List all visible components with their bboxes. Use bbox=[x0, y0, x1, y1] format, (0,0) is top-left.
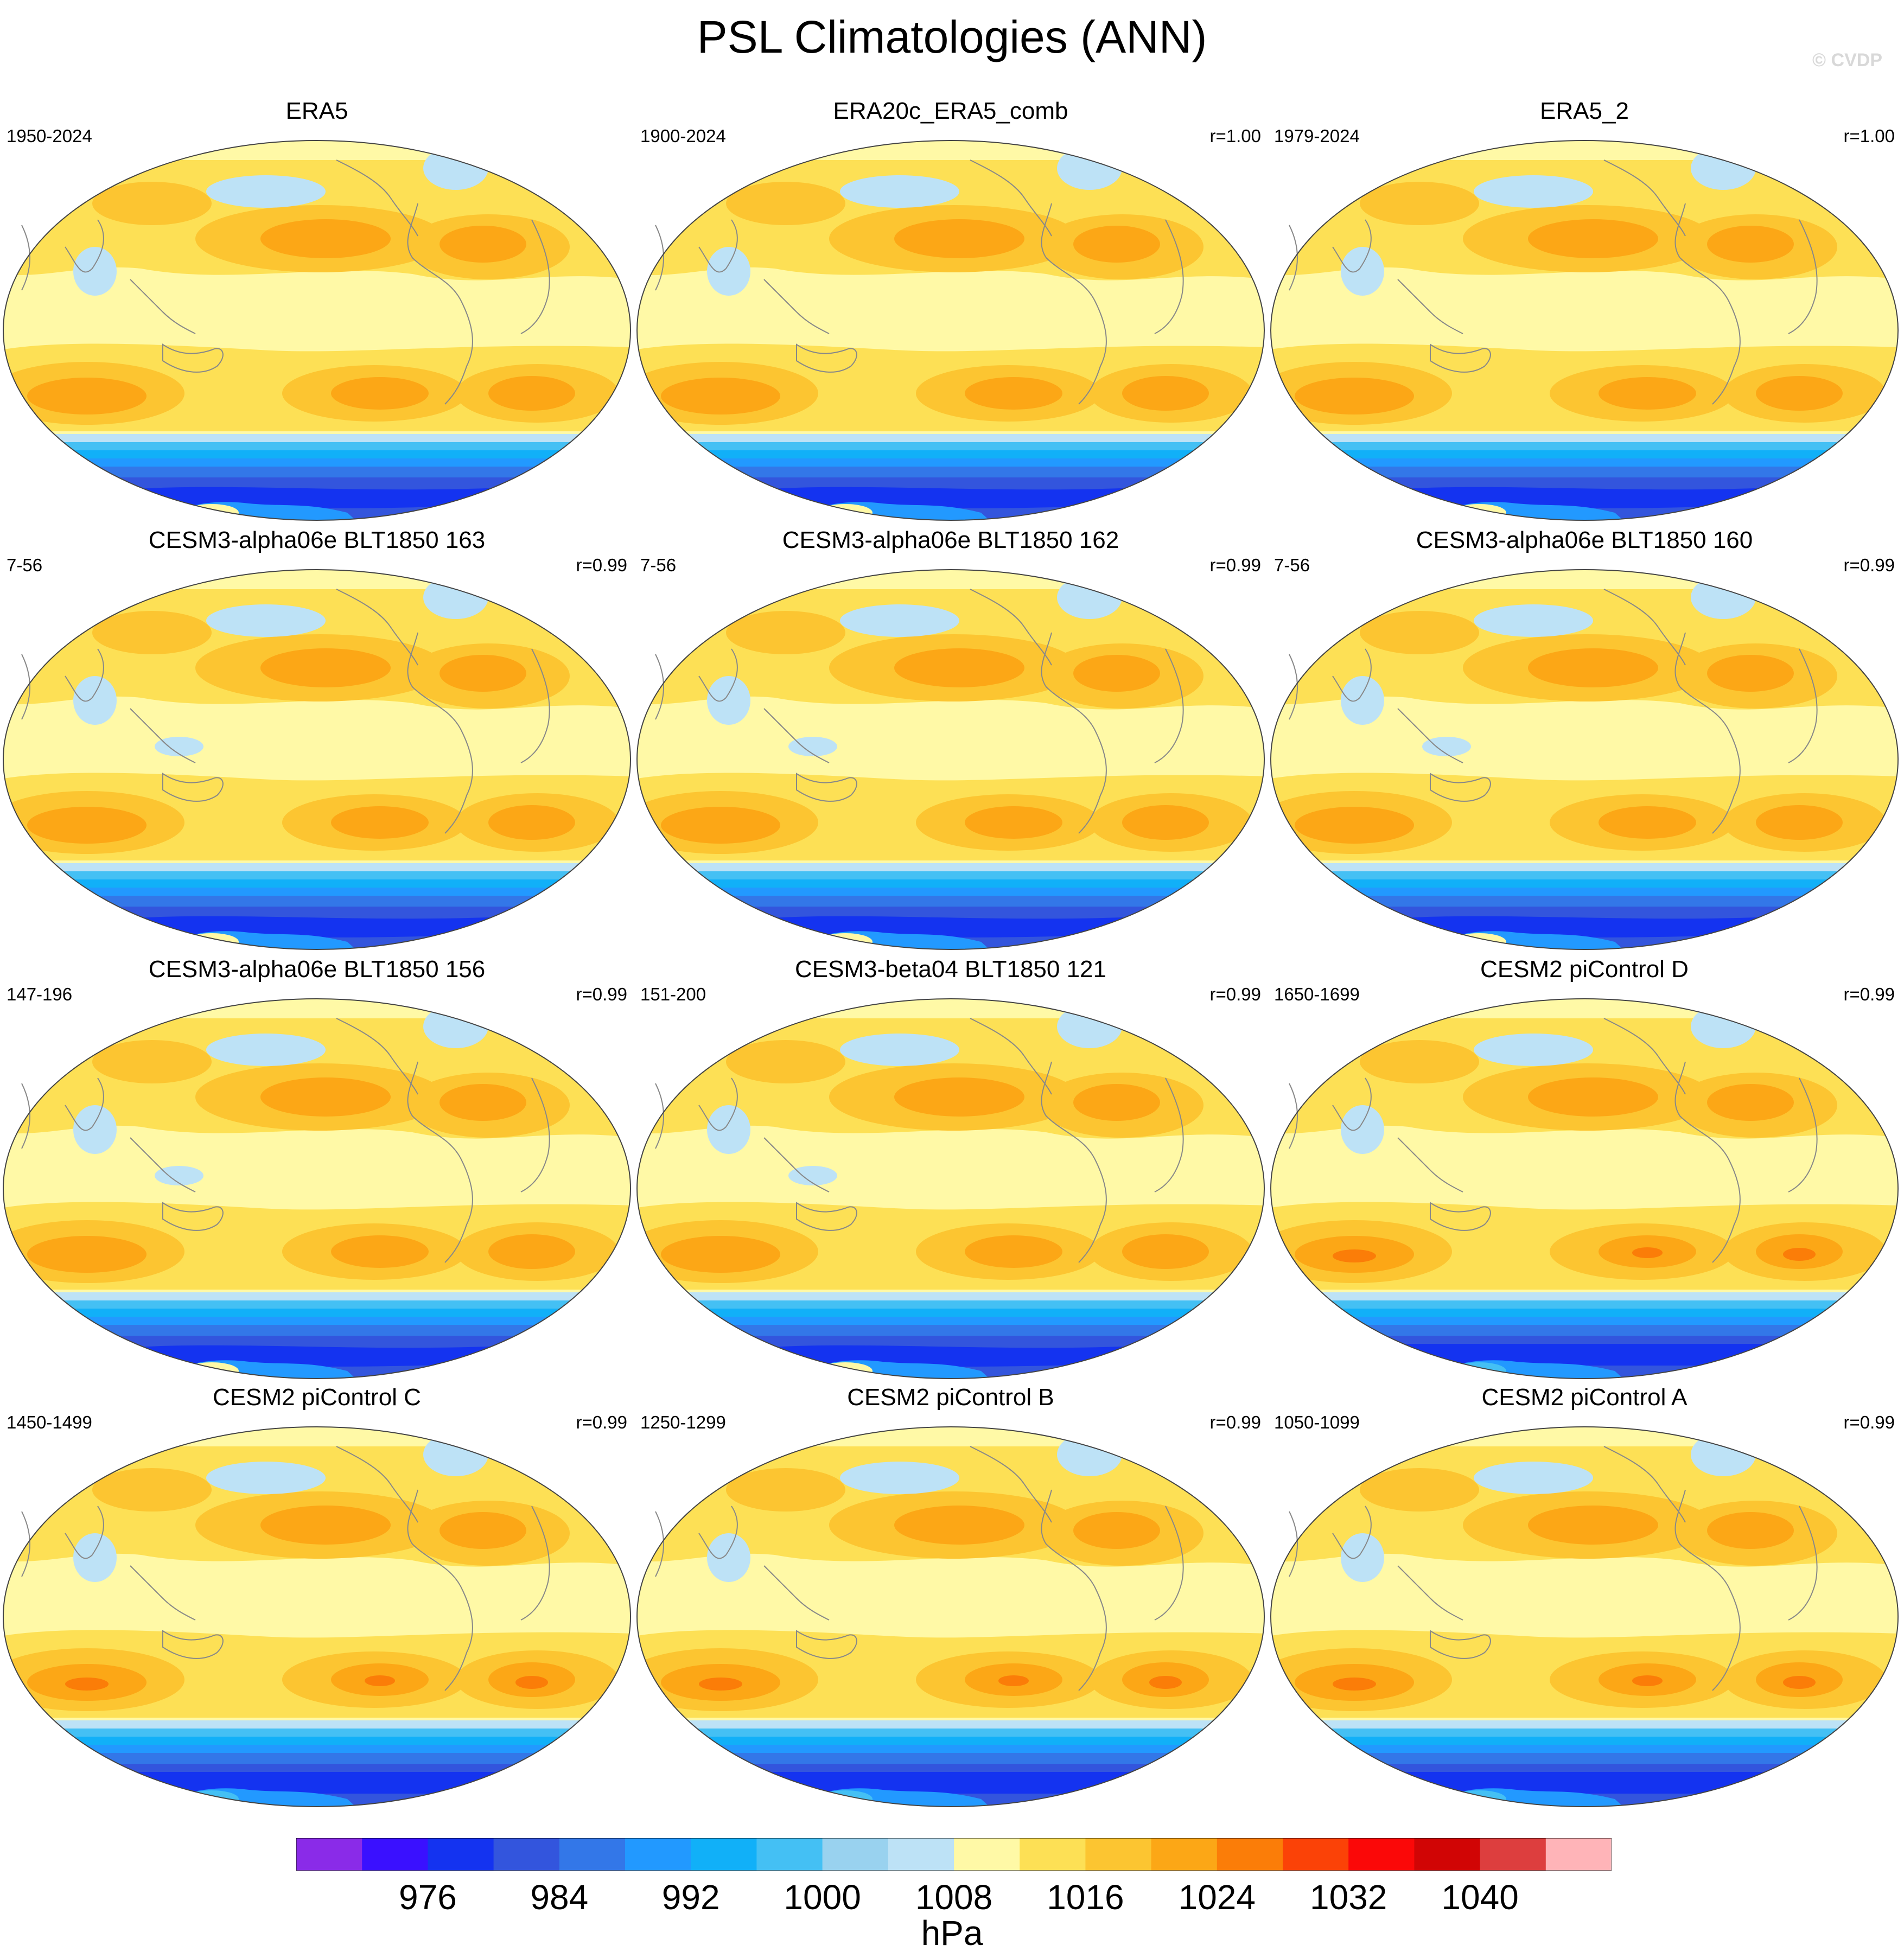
panel-period: 1250-1299 bbox=[640, 1412, 726, 1432]
colorbar-swatch bbox=[1217, 1838, 1283, 1871]
colorbar-swatch bbox=[691, 1838, 757, 1871]
colorbar-unit-label: hPa bbox=[921, 1914, 983, 1953]
panel-correlation: r=1.00 bbox=[1843, 126, 1895, 146]
colorbar-swatch bbox=[362, 1838, 428, 1871]
map-panel: CESM2 piControl B 1250-1299 r=0.99 bbox=[634, 1381, 1268, 1810]
colorbar-tick-label: 984 bbox=[530, 1878, 589, 1917]
panel-title: CESM3-alpha06e BLT1850 160 bbox=[1416, 527, 1753, 553]
panel-title: CESM3-beta04 BLT1850 121 bbox=[795, 956, 1106, 983]
colorbar-swatch bbox=[822, 1838, 889, 1871]
figure-title: PSL Climatologies (ANN) bbox=[697, 11, 1207, 62]
colorbar-swatch bbox=[1545, 1838, 1612, 1871]
panel-title: CESM3-alpha06e BLT1850 163 bbox=[148, 527, 486, 553]
colorbar-swatch bbox=[1283, 1838, 1349, 1871]
panel-period: 1450-1499 bbox=[7, 1412, 92, 1432]
panel-title: ERA5 bbox=[285, 98, 348, 124]
panel-period: 147-196 bbox=[7, 984, 73, 1004]
panel-correlation: r=0.99 bbox=[1209, 984, 1262, 1004]
colorbar-tick-label: 1016 bbox=[1047, 1878, 1124, 1917]
psl-map bbox=[636, 998, 1265, 1379]
panel-correlation: r=0.99 bbox=[1209, 555, 1262, 575]
colorbar-swatch bbox=[493, 1838, 560, 1871]
colorbar-swatch bbox=[559, 1838, 626, 1871]
panel-title: ERA5_2 bbox=[1540, 98, 1629, 124]
panel-title: CESM2 piControl B bbox=[847, 1384, 1054, 1411]
psl-map bbox=[1270, 140, 1899, 521]
colorbar-tick-label: 976 bbox=[399, 1878, 457, 1917]
colorbar-swatch bbox=[756, 1838, 823, 1871]
panel-correlation: r=0.99 bbox=[576, 984, 628, 1004]
psl-map bbox=[1270, 569, 1899, 950]
colorbar-tick-label: 1024 bbox=[1178, 1878, 1256, 1917]
map-panel: CESM3-alpha06e BLT1850 156 147-196 r=0.99 bbox=[0, 953, 634, 1382]
psl-map bbox=[1270, 1426, 1899, 1807]
panel-title: ERA20c_ERA5_comb bbox=[833, 98, 1068, 124]
colorbar-swatch bbox=[1348, 1838, 1415, 1871]
psl-map bbox=[3, 569, 631, 950]
colorbar-swatch bbox=[954, 1838, 1020, 1871]
psl-map bbox=[3, 998, 631, 1379]
map-panel: CESM2 piControl A 1050-1099 r=0.99 bbox=[1268, 1381, 1901, 1810]
colorbar-swatch bbox=[1085, 1838, 1152, 1871]
map-panel: ERA5_2 1979-2024 r=1.00 bbox=[1268, 95, 1901, 524]
colorbar bbox=[296, 1838, 1612, 1871]
panel-period: 1900-2024 bbox=[640, 126, 726, 146]
colorbar-tick-label: 992 bbox=[661, 1878, 720, 1917]
panel-title: CESM3-alpha06e BLT1850 156 bbox=[148, 956, 486, 983]
panel-period: 1979-2024 bbox=[1274, 126, 1360, 146]
colorbar-swatch bbox=[1151, 1838, 1218, 1871]
panel-correlation: r=0.99 bbox=[1843, 1412, 1895, 1432]
map-panel: CESM3-alpha06e BLT1850 160 7-56 r=0.99 bbox=[1268, 524, 1901, 953]
panel-correlation: r=0.99 bbox=[1843, 984, 1895, 1004]
panel-correlation: r=0.99 bbox=[576, 1412, 628, 1432]
panel-period: 1950-2024 bbox=[7, 126, 92, 146]
panel-period: 7-56 bbox=[640, 555, 677, 575]
colorbar-swatch bbox=[1020, 1838, 1086, 1871]
colorbar-swatch bbox=[428, 1838, 494, 1871]
panel-period: 151-200 bbox=[640, 984, 706, 1004]
panel-period: 1650-1699 bbox=[1274, 984, 1360, 1004]
map-panel: CESM2 piControl D 1650-1699 r=0.99 bbox=[1268, 953, 1901, 1382]
psl-map bbox=[636, 140, 1265, 521]
psl-map bbox=[636, 1426, 1265, 1807]
panel-correlation: r=0.99 bbox=[1209, 1412, 1262, 1432]
map-panel: CESM3-beta04 BLT1850 121 151-200 r=0.99 bbox=[634, 953, 1268, 1382]
panel-correlation: r=0.99 bbox=[576, 555, 628, 575]
colorbar-tick-label: 1032 bbox=[1310, 1878, 1387, 1917]
psl-map bbox=[1270, 998, 1899, 1379]
panel-title: CESM3-alpha06e BLT1850 162 bbox=[782, 527, 1119, 553]
map-panel: CESM3-alpha06e BLT1850 163 7-56 r=0.99 bbox=[0, 524, 634, 953]
map-panel: ERA5 1950-2024 bbox=[0, 95, 634, 524]
psl-map bbox=[3, 140, 631, 521]
colorbar-swatch bbox=[1414, 1838, 1481, 1871]
colorbar-swatch bbox=[296, 1838, 362, 1871]
panel-period: 7-56 bbox=[7, 555, 43, 575]
colorbar-swatch bbox=[1480, 1838, 1546, 1871]
panel-correlation: r=1.00 bbox=[1209, 126, 1262, 146]
map-panel: CESM3-alpha06e BLT1850 162 7-56 r=0.99 bbox=[634, 524, 1268, 953]
panel-title: CESM2 piControl D bbox=[1480, 956, 1689, 983]
panel-period: 7-56 bbox=[1274, 555, 1310, 575]
colorbar-tick-label: 1008 bbox=[915, 1878, 993, 1917]
panel-title: CESM2 piControl C bbox=[213, 1384, 421, 1411]
psl-map bbox=[636, 569, 1265, 950]
psl-map bbox=[3, 1426, 631, 1807]
panel-title: CESM2 piControl A bbox=[1481, 1384, 1688, 1411]
watermark: © CVDP bbox=[1812, 50, 1882, 71]
colorbar-tick-label: 1040 bbox=[1441, 1878, 1519, 1917]
panel-correlation: r=0.99 bbox=[1843, 555, 1895, 575]
panel-period: 1050-1099 bbox=[1274, 1412, 1360, 1432]
map-panel: CESM2 piControl C 1450-1499 r=0.99 bbox=[0, 1381, 634, 1810]
colorbar-tick-label: 1000 bbox=[784, 1878, 861, 1917]
colorbar-swatch bbox=[625, 1838, 691, 1871]
map-panel: ERA20c_ERA5_comb 1900-2024 r=1.00 bbox=[634, 95, 1268, 524]
colorbar-swatch bbox=[888, 1838, 954, 1871]
